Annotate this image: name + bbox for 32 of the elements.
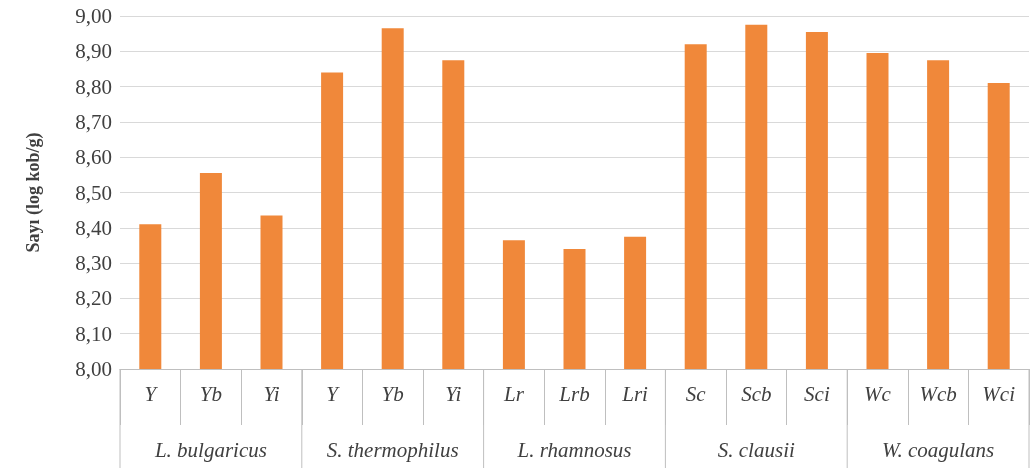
y-tick-label: 8,80: [75, 74, 112, 99]
text: W. coagulans: [881, 438, 995, 462]
y-tick-label: 8,00: [75, 357, 112, 381]
x-tick-label: Y: [144, 381, 159, 406]
y-tick-label: 8,70: [75, 109, 112, 134]
y-axis-title: Sayı (log kob/g): [23, 132, 44, 253]
text: L. bulgaricus: [153, 438, 267, 462]
x-tick-label: Yi: [263, 381, 280, 406]
text: L. rhamnosus: [516, 438, 632, 462]
y-tick-label: 8,40: [75, 215, 112, 240]
y-tick-label: 8,20: [75, 286, 112, 311]
x-tick-label: Lr: [502, 381, 525, 406]
x-tick-label: Lri: [621, 381, 649, 406]
y-tick-label: 8,50: [75, 180, 112, 205]
x-tick-label: Lrb: [558, 381, 590, 406]
x-tick-label: Scb: [741, 381, 772, 406]
text: S. clausii: [717, 438, 795, 462]
y-tick-label: 8,10: [75, 321, 112, 346]
x-tick-label: Wci: [982, 381, 1016, 406]
x-tick-label: Yb: [199, 381, 222, 406]
y-tick-label: 8,90: [75, 39, 112, 64]
x-tick-label: Sci: [804, 381, 830, 406]
x-tick-label: Wcb: [919, 381, 957, 406]
y-tick-label: 8,30: [75, 251, 112, 276]
text: S. thermophilus: [326, 438, 459, 462]
y-tick-label: 9,00: [75, 4, 112, 28]
x-tick-label: Sc: [685, 381, 707, 406]
y-tick-label: 8,60: [75, 145, 112, 170]
x-tick-label: Wc: [864, 381, 892, 406]
x-tick-label: Yb: [381, 381, 404, 406]
x-tick-label: Y: [326, 381, 341, 406]
x-tick-label: Yi: [445, 381, 462, 406]
